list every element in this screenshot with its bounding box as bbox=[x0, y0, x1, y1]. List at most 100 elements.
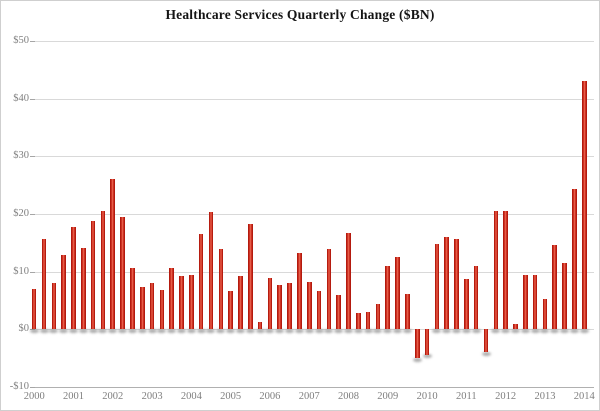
bar-2008-q1 bbox=[346, 232, 351, 330]
bar-shadow bbox=[265, 328, 275, 333]
bar-shadow bbox=[344, 328, 353, 333]
bar-2012-q3 bbox=[523, 274, 528, 330]
gridline bbox=[34, 156, 594, 158]
bar-shadow bbox=[481, 351, 491, 356]
gridline bbox=[34, 271, 594, 273]
bar-2000-q2 bbox=[41, 238, 47, 330]
bar-2011-q3 bbox=[483, 329, 489, 353]
x-axis-label: 2000 bbox=[23, 391, 45, 402]
bar-shadow bbox=[216, 328, 226, 333]
bar-shadow bbox=[560, 328, 570, 333]
bar-shadow bbox=[127, 328, 137, 333]
bar-2002-q1 bbox=[110, 179, 116, 330]
bar-2009-q3 bbox=[405, 294, 410, 330]
bar-2003-q2 bbox=[159, 289, 165, 330]
bar-2013-q1 bbox=[542, 298, 548, 330]
bar-2002-q3 bbox=[130, 267, 135, 330]
bar-2002-q2 bbox=[120, 217, 125, 330]
bar-2011-q4 bbox=[493, 211, 499, 330]
bar-shadow bbox=[520, 328, 530, 333]
bar-shadow bbox=[226, 328, 236, 333]
gridline bbox=[34, 213, 594, 215]
bar-shadow bbox=[294, 328, 304, 333]
bar-shadow bbox=[29, 328, 39, 333]
bar-2004-q1 bbox=[189, 275, 194, 330]
bar-2005-q3 bbox=[247, 223, 253, 330]
y-axis-label: $40 bbox=[13, 92, 29, 104]
bar-2004-q4 bbox=[218, 248, 224, 330]
x-axis-label: 2008 bbox=[338, 391, 359, 402]
bar-shadow bbox=[275, 328, 285, 333]
bar-shadow bbox=[363, 328, 373, 333]
bar-2005-q4 bbox=[257, 321, 263, 330]
x-axis-label: 2006 bbox=[259, 391, 281, 402]
bar-shadow bbox=[579, 328, 589, 333]
bar-2010-q3 bbox=[444, 237, 450, 330]
bar-shadow bbox=[68, 328, 78, 333]
y-axis-label: -$10 bbox=[9, 380, 29, 392]
bar-shadow bbox=[324, 328, 334, 333]
bar-shadow bbox=[78, 328, 88, 333]
bar-shadow bbox=[422, 354, 432, 359]
y-tick bbox=[30, 213, 35, 215]
bar-shadow bbox=[412, 357, 422, 362]
bar-2011-q2 bbox=[473, 265, 479, 330]
y-axis-label: $30 bbox=[13, 150, 29, 162]
y-axis-label: $20 bbox=[13, 207, 29, 219]
gridline bbox=[34, 40, 594, 42]
y-axis-label: $0 bbox=[18, 323, 30, 335]
bar-shadow bbox=[157, 328, 167, 333]
bar-2008-q3 bbox=[365, 311, 371, 330]
bar-shadow bbox=[314, 328, 324, 333]
bar-shadow bbox=[334, 328, 344, 333]
bar-2003-q1 bbox=[149, 282, 155, 330]
bar-2000-q1 bbox=[31, 288, 37, 330]
x-axis-label: 2004 bbox=[180, 391, 202, 402]
bar-shadow bbox=[540, 328, 550, 333]
bar-2005-q2 bbox=[238, 275, 243, 330]
bar-shadow bbox=[59, 328, 69, 333]
bar-2000-q4 bbox=[61, 254, 66, 330]
x-axis-label: 2005 bbox=[220, 391, 242, 402]
gridline bbox=[34, 329, 594, 331]
bar-2012-q4 bbox=[532, 274, 538, 330]
x-axis-label: 2009 bbox=[377, 391, 399, 402]
bar-shadow bbox=[461, 328, 471, 333]
bar-2013-q4 bbox=[572, 189, 577, 330]
bar-shadow bbox=[108, 328, 118, 333]
bar-2001-q2 bbox=[81, 247, 86, 330]
x-axis-line bbox=[34, 386, 594, 388]
bar-shadow bbox=[88, 328, 98, 333]
bar-shadow bbox=[550, 328, 560, 333]
bar-2009-q2 bbox=[395, 257, 400, 330]
y-axis-label: $50 bbox=[13, 34, 29, 46]
bar-shadow bbox=[510, 328, 520, 333]
bar-shadow bbox=[137, 328, 147, 333]
bar-2006-q4 bbox=[297, 253, 302, 330]
bar-2006-q3 bbox=[287, 282, 292, 330]
y-tick bbox=[30, 156, 35, 158]
bar-2003-q4 bbox=[179, 275, 184, 330]
bar-shadow bbox=[501, 328, 511, 333]
bar-shadow bbox=[373, 328, 383, 333]
bar-shadow bbox=[530, 328, 540, 333]
bar-2013-q3 bbox=[562, 262, 567, 330]
bar-shadow bbox=[245, 328, 255, 333]
bar-2002-q4 bbox=[139, 287, 145, 330]
bar-shadow bbox=[402, 328, 412, 333]
bar-shadow bbox=[206, 328, 216, 333]
bar-shadow bbox=[285, 328, 295, 333]
bar-shadow bbox=[98, 328, 108, 333]
y-tick bbox=[30, 40, 35, 42]
bar-2001-q1 bbox=[71, 227, 76, 330]
x-axis-label: 2011 bbox=[456, 391, 477, 402]
y-axis-label: $10 bbox=[13, 265, 29, 277]
bar-2001-q4 bbox=[100, 210, 106, 330]
bar-shadow bbox=[186, 328, 196, 333]
bar-2007-q4 bbox=[336, 294, 341, 330]
bar-shadow bbox=[569, 328, 579, 333]
x-axis-label: 2001 bbox=[62, 391, 84, 402]
bar-shadow bbox=[432, 328, 442, 333]
chart-title: Healthcare Services Quarterly Change ($B… bbox=[165, 7, 435, 22]
